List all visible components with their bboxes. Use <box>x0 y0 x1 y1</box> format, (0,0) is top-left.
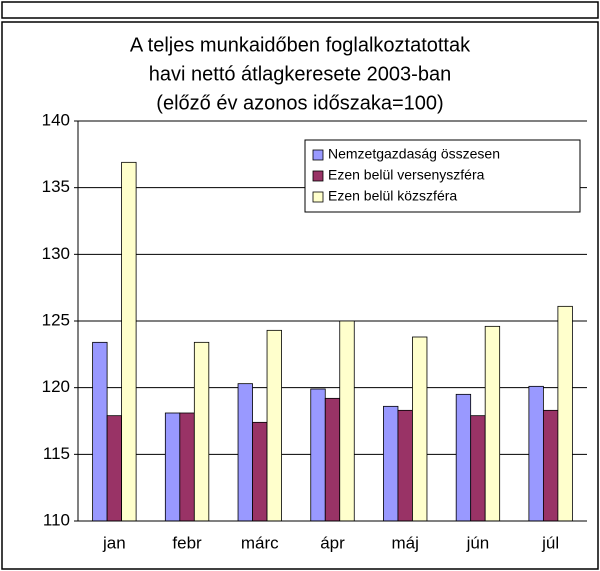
bar <box>339 320 355 522</box>
legend-label: Nemzetgazdaság összesen <box>328 146 500 162</box>
top-frame <box>1 1 599 19</box>
y-tick-label: 140 <box>42 110 70 129</box>
bar <box>557 305 573 522</box>
bar <box>121 161 137 522</box>
y-tick-label: 115 <box>43 444 70 463</box>
chart-title: A teljes munkaidőben foglalkoztatottak <box>130 34 471 56</box>
bar <box>383 405 399 522</box>
bar <box>484 325 501 522</box>
bar <box>412 336 428 522</box>
chart-title: (előző év azonos időszaka=100) <box>156 92 443 114</box>
bar <box>397 409 413 522</box>
bar <box>324 397 341 522</box>
legend-swatch <box>312 191 324 203</box>
bar <box>252 421 268 522</box>
y-tick-label: 120 <box>42 377 70 396</box>
x-tick-label: jún <box>466 533 490 552</box>
bar <box>193 341 210 522</box>
y-tick-label: 125 <box>42 310 70 329</box>
bar <box>310 388 326 522</box>
bar <box>164 412 181 522</box>
legend-box <box>304 139 581 213</box>
x-tick-label: júl <box>541 533 559 552</box>
bar <box>455 393 472 522</box>
chart-title: havi nettó átlagkeresete 2003-ban <box>149 63 451 85</box>
y-tick-label: 110 <box>43 510 70 529</box>
x-tick-label: jan <box>102 533 126 552</box>
bar <box>92 341 108 522</box>
bar <box>106 415 123 522</box>
y-tick-label: 130 <box>42 244 70 263</box>
x-tick-label: febr <box>172 533 202 552</box>
x-tick-label: márc <box>241 533 279 552</box>
legend-swatch <box>312 170 324 182</box>
bar <box>528 385 544 522</box>
bar <box>179 412 195 522</box>
bar <box>542 409 559 522</box>
legend-swatch <box>312 149 324 161</box>
legend-label: Ezen belül versenyszféra <box>328 167 485 183</box>
bar <box>266 329 282 522</box>
bar <box>237 383 253 522</box>
x-tick-label: máj <box>392 533 419 552</box>
bar <box>470 415 486 522</box>
x-tick-label: ápr <box>320 533 345 552</box>
y-tick-label: 135 <box>42 177 70 196</box>
legend-label: Ezen belül közszféra <box>328 188 457 204</box>
